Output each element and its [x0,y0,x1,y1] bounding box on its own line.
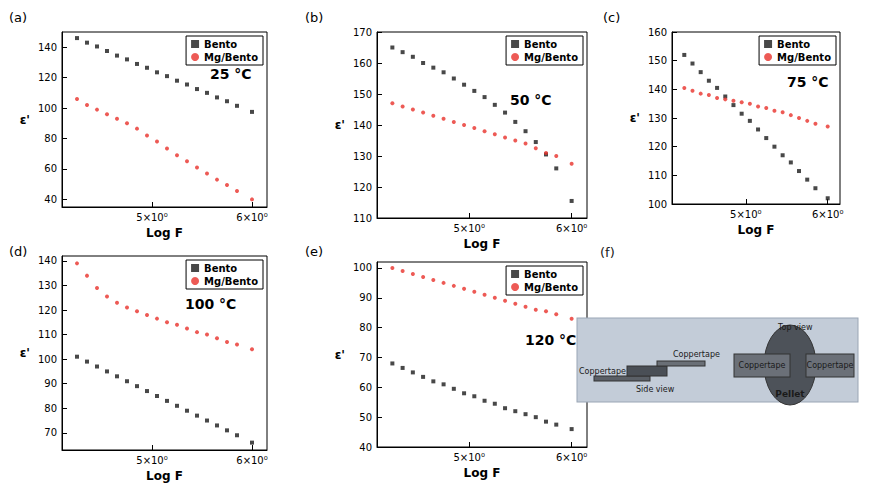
svg-text:Bento: Bento [524,39,557,50]
svg-text:Log F: Log F [464,466,501,480]
svg-text:Log F: Log F [464,237,501,251]
svg-text:130: 130 [648,113,667,124]
svg-text:60: 60 [44,163,57,174]
svg-text:5×10⁰: 5×10⁰ [136,212,167,223]
svg-text:80: 80 [44,133,57,144]
svg-text:Side view: Side view [636,385,675,394]
svg-text:90: 90 [359,292,372,303]
svg-text:6×10⁰: 6×10⁰ [812,209,843,220]
svg-text:ε': ε' [20,113,30,127]
svg-text:5×10⁰: 5×10⁰ [453,223,484,234]
svg-text:40: 40 [359,442,372,453]
svg-text:6×10⁰: 6×10⁰ [236,212,267,223]
svg-text:160: 160 [648,27,667,38]
svg-text:5×10⁰: 5×10⁰ [453,452,484,463]
svg-text:170: 170 [353,27,372,38]
svg-text:Bento: Bento [204,263,237,274]
svg-text:120: 120 [38,305,57,316]
svg-text:120: 120 [38,72,57,83]
svg-text:Coppertape: Coppertape [739,361,786,370]
svg-text:140: 140 [353,120,372,131]
svg-text:Pellet: Pellet [775,389,805,399]
svg-text:(d): (d) [9,244,27,259]
svg-text:130: 130 [353,151,372,162]
svg-text:110: 110 [38,329,57,340]
svg-text:60: 60 [359,382,372,393]
svg-text:Coppertape: Coppertape [673,350,720,359]
svg-text:150: 150 [648,55,667,66]
svg-text:110: 110 [353,213,372,224]
svg-text:Log F: Log F [738,223,775,237]
svg-text:140: 140 [38,255,57,266]
svg-text:90: 90 [44,378,57,389]
svg-text:160: 160 [353,58,372,69]
svg-text:120 °C: 120 °C [525,332,576,348]
svg-text:100 °C: 100 °C [185,296,236,312]
svg-text:Coppertape: Coppertape [579,367,626,376]
svg-text:40: 40 [44,194,57,205]
svg-text:(c): (c) [603,10,620,25]
svg-text:100: 100 [38,103,57,114]
svg-text:6×10⁰: 6×10⁰ [556,452,587,463]
svg-text:25 °C: 25 °C [210,66,252,82]
svg-text:150: 150 [353,89,372,100]
svg-text:80: 80 [359,322,372,333]
svg-text:100: 100 [38,354,57,365]
svg-text:100: 100 [353,262,372,273]
svg-text:5×10⁰: 5×10⁰ [136,455,167,466]
svg-text:Bento: Bento [204,39,237,50]
svg-text:Bento: Bento [777,39,810,50]
svg-text:ε': ε' [335,348,345,362]
svg-text:100: 100 [648,199,667,210]
svg-text:ε': ε' [630,111,640,125]
svg-text:Log F: Log F [146,226,183,240]
svg-text:50 °C: 50 °C [510,92,552,108]
svg-text:140: 140 [648,84,667,95]
svg-text:140: 140 [38,42,57,53]
svg-text:Mg/Bento: Mg/Bento [777,52,831,63]
svg-text:Mg/Bento: Mg/Bento [204,52,258,63]
svg-text:75 °C: 75 °C [787,74,829,90]
svg-text:Mg/Bento: Mg/Bento [204,276,258,287]
svg-text:Bento: Bento [524,269,557,280]
svg-text:Mg/Bento: Mg/Bento [524,282,578,293]
svg-text:130: 130 [38,280,57,291]
svg-text:Top view: Top view [777,323,813,332]
svg-text:5×10⁰: 5×10⁰ [730,209,761,220]
svg-text:(f): (f) [600,245,615,260]
svg-text:(e): (e) [305,244,323,259]
svg-text:Log F: Log F [146,469,183,483]
svg-text:6×10⁰: 6×10⁰ [236,455,267,466]
svg-text:(a): (a) [9,10,27,25]
svg-text:ε': ε' [335,118,345,132]
svg-text:70: 70 [44,427,57,438]
svg-text:(b): (b) [305,10,323,25]
svg-text:6×10⁰: 6×10⁰ [556,223,587,234]
svg-text:Coppertape: Coppertape [807,361,854,370]
svg-text:50: 50 [359,412,372,423]
svg-text:110: 110 [648,170,667,181]
svg-text:ε': ε' [20,346,30,360]
svg-text:120: 120 [648,141,667,152]
svg-text:80: 80 [44,403,57,414]
svg-text:120: 120 [353,182,372,193]
svg-text:Mg/Bento: Mg/Bento [524,52,578,63]
svg-text:70: 70 [359,352,372,363]
